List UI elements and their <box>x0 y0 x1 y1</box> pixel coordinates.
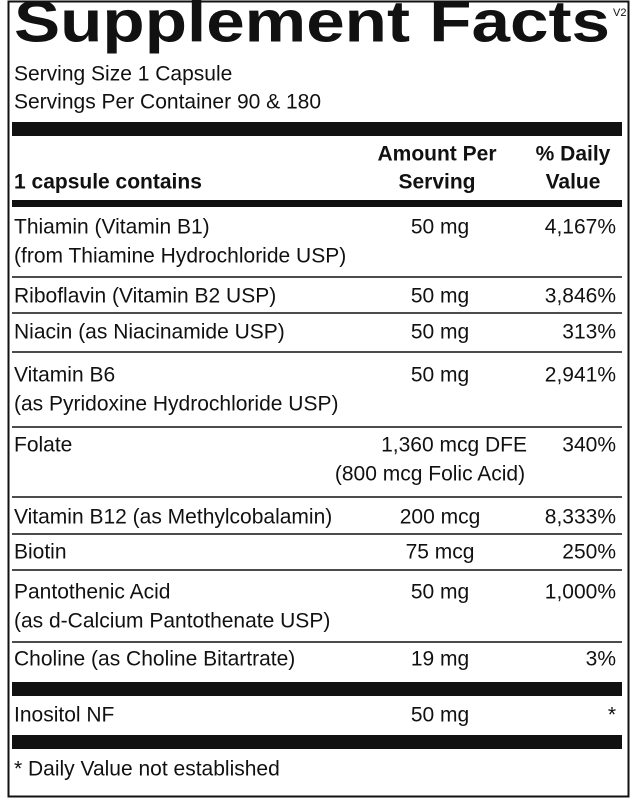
title: Supplement Facts <box>14 0 610 54</box>
amount: (800 mcg Folic Acid) <box>335 463 525 486</box>
daily-value: 8,333% <box>545 506 616 529</box>
daily-value: 4,167% <box>545 216 616 239</box>
serving-size: Serving Size 1 Capsule <box>14 63 232 86</box>
header-dv: Value <box>546 171 601 194</box>
footnote: * Daily Value not established <box>14 758 280 781</box>
thick-rule <box>12 682 622 696</box>
nutrient-name: (as d-Calcium Pantothenate USP) <box>14 610 330 633</box>
servings-per-container: Servings Per Container 90 & 180 <box>14 91 321 114</box>
amount: 19 mg <box>411 648 469 671</box>
daily-value: 2,941% <box>545 364 616 387</box>
thick-rule <box>12 735 622 749</box>
nutrient-name: (from Thiamine Hydrochloride USP) <box>14 245 346 268</box>
daily-value: 340% <box>562 434 616 457</box>
amount: 50 mg <box>411 364 469 387</box>
nutrient-name: Riboflavin (Vitamin B2 USP) <box>14 285 276 308</box>
thick-rule <box>12 122 622 136</box>
nutrient-name: Biotin <box>14 541 67 564</box>
header-amount: Amount Per <box>377 143 496 166</box>
daily-value: * <box>608 704 616 727</box>
nutrient-name: Vitamin B12 (as Methylcobalamin) <box>14 506 332 529</box>
daily-value: 3,846% <box>545 285 616 308</box>
amount: 75 mcg <box>406 541 475 564</box>
nutrient-name: Niacin (as Niacinamide USP) <box>14 321 285 344</box>
amount: 50 mg <box>411 216 469 239</box>
amount: 50 mg <box>411 581 469 604</box>
amount: 200 mcg <box>400 506 481 529</box>
nutrient-name: Inositol NF <box>14 704 114 727</box>
nutrient-name: Folate <box>14 434 72 457</box>
nutrient-name: Vitamin B6 <box>14 364 115 387</box>
header-amount: Serving <box>398 171 475 194</box>
amount: 50 mg <box>411 704 469 727</box>
nutrient-name: Thiamin (Vitamin B1) <box>14 216 210 239</box>
header-label: 1 capsule contains <box>14 171 202 194</box>
daily-value: 313% <box>562 321 616 344</box>
daily-value: 1,000% <box>545 581 616 604</box>
nutrient-name: (as Pyridoxine Hydrochloride USP) <box>14 393 338 416</box>
amount: 50 mg <box>411 285 469 308</box>
nutrient-name: Choline (as Choline Bitartrate) <box>14 648 295 671</box>
daily-value: 3% <box>586 648 616 671</box>
medium-rule <box>12 200 622 207</box>
amount: 50 mg <box>411 321 469 344</box>
daily-value: 250% <box>562 541 616 564</box>
nutrient-name: Pantothenic Acid <box>14 581 170 604</box>
amount: 1,360 mcg DFE <box>381 434 527 457</box>
version: V2 <box>613 7 626 19</box>
header-dv: % Daily <box>536 143 611 166</box>
